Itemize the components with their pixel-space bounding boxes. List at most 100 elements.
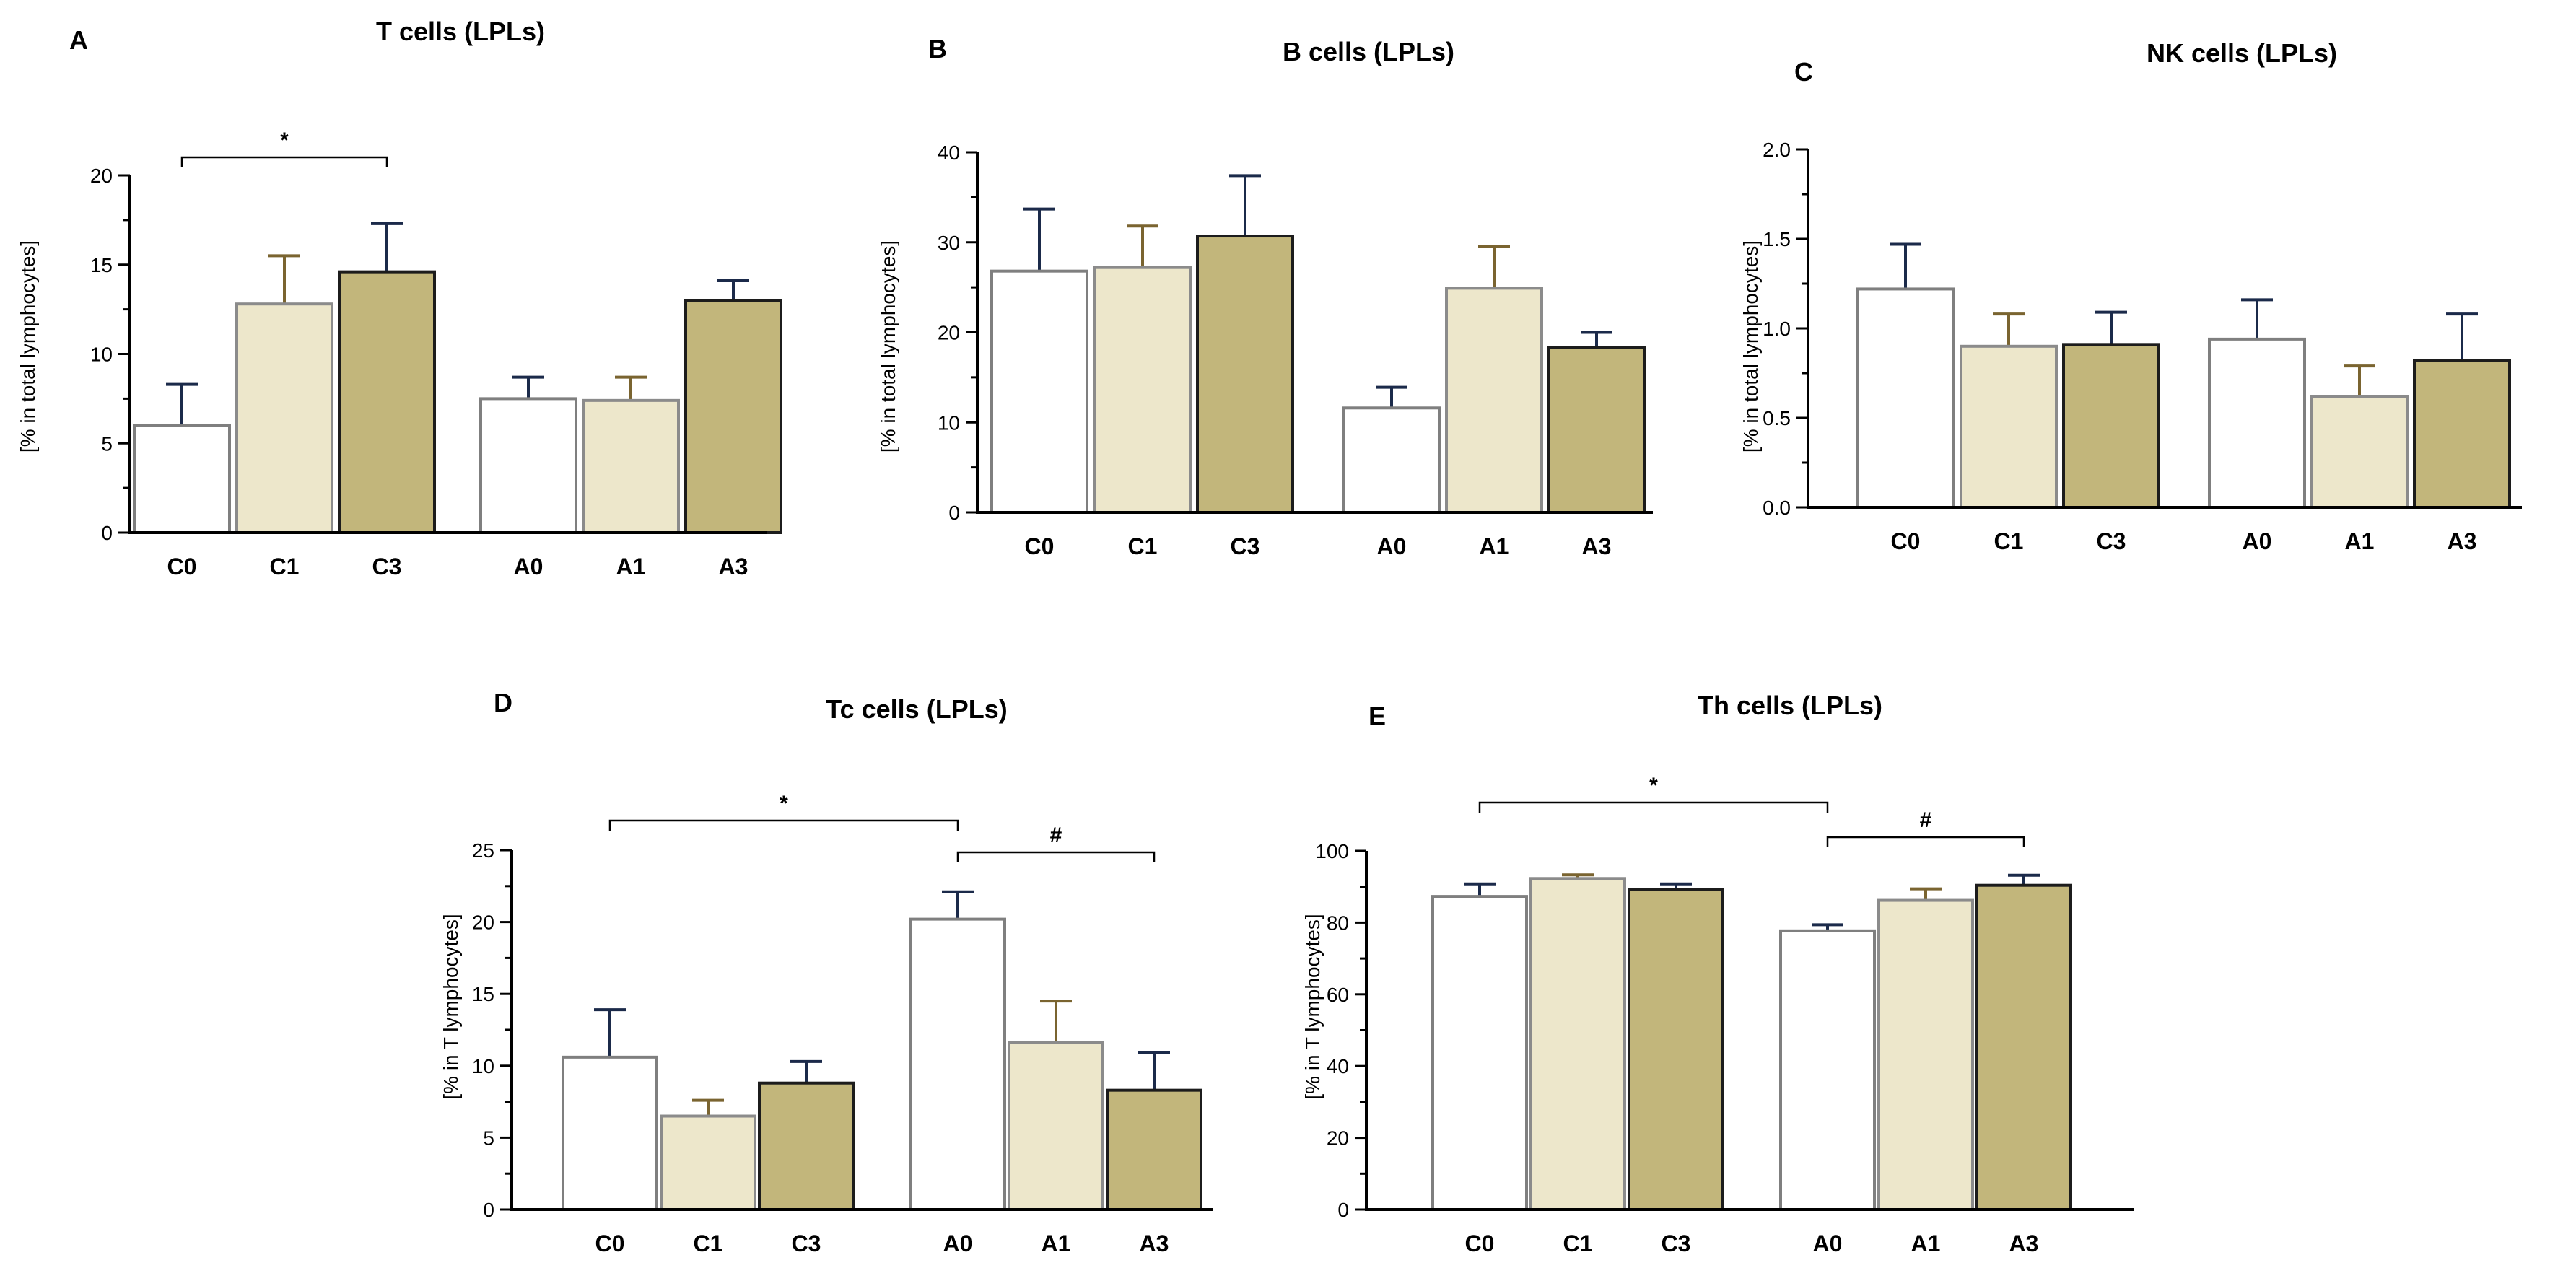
x-tick-label: C1 [694, 1230, 723, 1256]
significance-label: * [780, 792, 788, 816]
bar-c0 [562, 1055, 658, 1212]
y-tick-label: 30 [938, 232, 960, 254]
chart-panel-b: B B cells (LPLs) [% in total lymphocytes] C… [877, 34, 1653, 559]
y-tick-label: 0 [948, 502, 960, 524]
bar-c0 [1856, 287, 1955, 509]
bar-a3 [1975, 883, 2072, 1212]
x-tick-label: C3 [1231, 533, 1260, 559]
y-tick-label: 5 [483, 1127, 494, 1149]
bar-c1 [235, 302, 333, 534]
x-tick-label: C1 [1994, 528, 2024, 554]
x-tick-label: A3 [1140, 1230, 1169, 1256]
x-tick-label: A1 [1911, 1230, 1941, 1256]
y-tick-label: 20 [90, 165, 113, 187]
x-tick-label: C1 [1563, 1230, 1593, 1256]
significance-label: # [1920, 808, 1932, 832]
y-axis-label: [% in total lymphocytes] [17, 240, 39, 452]
y-tick-label: 25 [472, 839, 494, 862]
bar-a1 [582, 398, 680, 534]
bar-c3 [758, 1081, 855, 1211]
x-tick-label: A0 [943, 1230, 973, 1256]
significance-label: * [1649, 774, 1658, 797]
y-tick-label: 40 [1327, 1055, 1349, 1077]
x-tick-label: C3 [2097, 528, 2126, 554]
x-tick-label: A0 [1377, 533, 1407, 559]
y-axis-label: [% in T lymphocytes] [1301, 914, 1324, 1099]
bar-a1 [2310, 395, 2409, 509]
chart-panel-e: E Th cells (LPLs) [% in T lymphocytes] C0 C1… [1301, 691, 2134, 1256]
bar-a3 [684, 299, 782, 534]
y-tick-label: 1.0 [1763, 318, 1791, 340]
significance-bracket [1826, 836, 2025, 847]
y-tick-label: 0.5 [1763, 407, 1791, 429]
x-tick-label: C0 [1465, 1230, 1495, 1256]
bar-c0 [990, 269, 1088, 514]
x-tick-label: C0 [167, 554, 197, 580]
y-tick-label: 10 [90, 344, 113, 366]
x-tick-label: C0 [1025, 533, 1055, 559]
y-tick-label: 10 [472, 1055, 494, 1077]
significance-label: * [280, 128, 289, 152]
chart-title: B cells (LPLs) [1283, 37, 1454, 66]
x-tick-label: A0 [1813, 1230, 1843, 1256]
y-tick-label: 2.0 [1763, 139, 1791, 161]
x-tick-label: A3 [2009, 1230, 2039, 1256]
x-tick-label: A3 [1582, 533, 1612, 559]
x-tick-label: C3 [1662, 1230, 1691, 1256]
x-tick-label: A0 [514, 554, 543, 580]
y-tick-label: 15 [90, 254, 113, 276]
significance-bracket [608, 819, 959, 831]
x-tick-label: A1 [616, 554, 646, 580]
panel-letter: E [1368, 701, 1386, 731]
chart-panel-a: A T cells (LPLs) [% in total lymphocytes] C… [17, 17, 782, 580]
panel-letter: C [1794, 57, 1813, 87]
bar-a3 [1106, 1088, 1202, 1211]
bar-a1 [1008, 1041, 1104, 1211]
x-tick-label: C0 [1891, 528, 1921, 554]
bar-c3 [1196, 235, 1294, 514]
significance-bracket [956, 851, 1156, 862]
x-tick-label: C1 [270, 554, 300, 580]
y-axis-label: [% in T lymphocytes] [440, 914, 462, 1099]
bar-a0 [1779, 929, 1876, 1212]
bar-c1 [660, 1114, 756, 1212]
x-tick-label: A1 [2345, 528, 2375, 554]
bar-c3 [2062, 343, 2160, 509]
bar-c0 [133, 424, 231, 534]
y-tick-label: 0 [101, 522, 113, 544]
bar-a0 [1342, 406, 1441, 514]
bar-c1 [1093, 266, 1192, 514]
y-tick-label: 80 [1327, 911, 1349, 934]
significance-label: # [1050, 823, 1062, 847]
bar-c3 [338, 270, 436, 534]
chart-panel-d: D Tc cells (LPLs) [% in T lymphocytes] C0 C1… [440, 688, 1213, 1256]
bar-a3 [1547, 346, 1646, 514]
x-tick-label: A1 [1042, 1230, 1071, 1256]
x-tick-label: C0 [595, 1230, 625, 1256]
chart-title: T cells (LPLs) [376, 17, 545, 46]
y-tick-label: 15 [472, 983, 494, 1005]
bar-a3 [2413, 359, 2511, 510]
y-axis-label: [% in total lymphocytes] [877, 240, 899, 452]
y-tick-label: 0 [483, 1199, 494, 1221]
x-tick-label: A1 [1480, 533, 1509, 559]
chart-panel-c: C NK cells (LPLs) [% in total lymphocytes]… [1739, 38, 2522, 554]
y-tick-label: 100 [1315, 840, 1349, 862]
chart-title: NK cells (LPLs) [2147, 38, 2337, 68]
y-axis-label: [% in total lymphocytes] [1739, 240, 1762, 452]
bar-c3 [1628, 888, 1724, 1211]
x-tick-label: A0 [2243, 528, 2272, 554]
panel-letter: B [928, 34, 947, 64]
panel-letter: D [494, 688, 512, 717]
chart-title: Tc cells (LPLs) [826, 694, 1007, 724]
significance-bracket [1478, 801, 1829, 813]
y-tick-label: 20 [1327, 1127, 1349, 1150]
bar-a0 [479, 397, 577, 534]
bar-a0 [909, 917, 1006, 1211]
y-tick-label: 40 [938, 141, 960, 164]
bar-a0 [2208, 337, 2306, 509]
y-tick-label: 20 [472, 911, 494, 934]
y-tick-label: 1.5 [1763, 228, 1791, 250]
bar-c1 [1529, 877, 1626, 1212]
